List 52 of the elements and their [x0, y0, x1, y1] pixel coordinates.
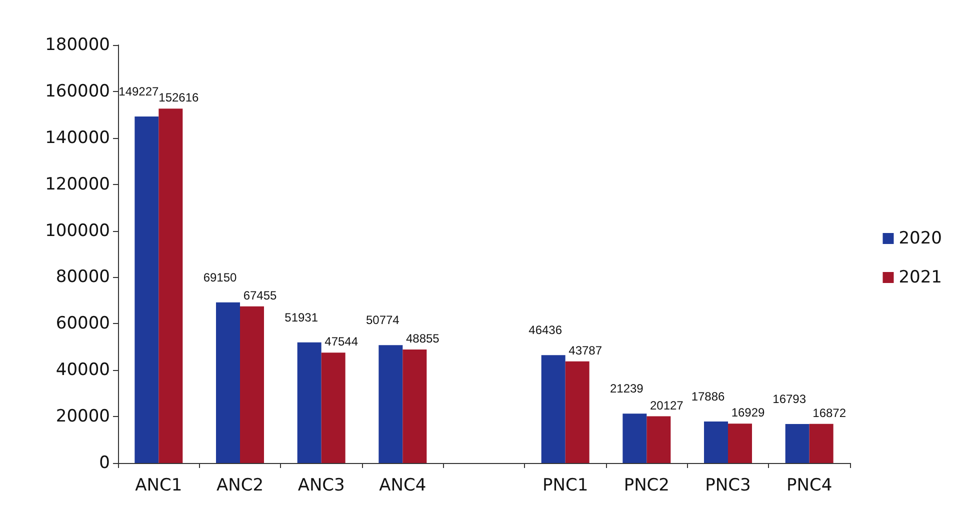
y-tick-label: 160000: [45, 81, 110, 102]
y-tick-label: 60000: [56, 314, 110, 334]
bar: [565, 361, 590, 463]
bar: [158, 108, 183, 463]
x-tick-label: PNC2: [624, 476, 670, 496]
x-tick-label: PNC3: [705, 476, 751, 496]
bar: [646, 416, 671, 463]
y-tick-label: 120000: [45, 174, 110, 194]
y-tick-label: 20000: [56, 406, 110, 427]
y-tick-label: 0: [99, 453, 110, 473]
x-tick-label: ANC4: [379, 476, 426, 496]
bar: [378, 345, 403, 463]
x-tick-label: ANC1: [135, 476, 182, 496]
data-label: 16793: [772, 392, 806, 406]
data-label: 67455: [243, 288, 278, 302]
data-label: 46436: [528, 323, 562, 338]
data-label: 16929: [731, 406, 766, 420]
data-label: 69150: [203, 270, 238, 284]
y-tick-label: 100000: [45, 220, 110, 241]
bar: [134, 116, 159, 463]
y-tick-label: 180000: [45, 35, 110, 55]
bar: [240, 306, 264, 463]
bar: [297, 342, 322, 463]
bar: [809, 424, 834, 463]
data-label: 21239: [610, 382, 644, 396]
data-label: 16872: [812, 406, 846, 420]
data-label: 20127: [650, 398, 684, 412]
bar: [541, 355, 566, 463]
x-tick-label: PNC4: [786, 476, 832, 496]
bar: [216, 302, 240, 463]
data-label: 17886: [691, 389, 726, 404]
bar: [402, 350, 427, 463]
legend-label: 2021: [898, 268, 942, 288]
data-label: 152616: [158, 90, 200, 105]
x-tick-label: ANC2: [216, 476, 264, 496]
x-tick-label: ANC3: [298, 476, 345, 496]
y-tick-label: 140000: [45, 128, 110, 148]
data-label: 51931: [284, 310, 318, 324]
bar: [321, 352, 346, 463]
y-tick-label: 40000: [56, 360, 110, 380]
bar: [704, 421, 728, 463]
data-label: 50774: [366, 313, 400, 328]
data-label: 43787: [568, 343, 602, 358]
y-tick-label: 80000: [56, 267, 110, 288]
x-tick-label: PNC1: [542, 476, 588, 496]
data-label: 149227: [118, 84, 160, 98]
legend-label: 2020: [898, 228, 942, 248]
data-label: 47544: [324, 334, 358, 349]
bar: [728, 424, 752, 463]
bar: [622, 414, 647, 463]
bar: [785, 424, 810, 463]
data-label: 48855: [406, 332, 440, 346]
